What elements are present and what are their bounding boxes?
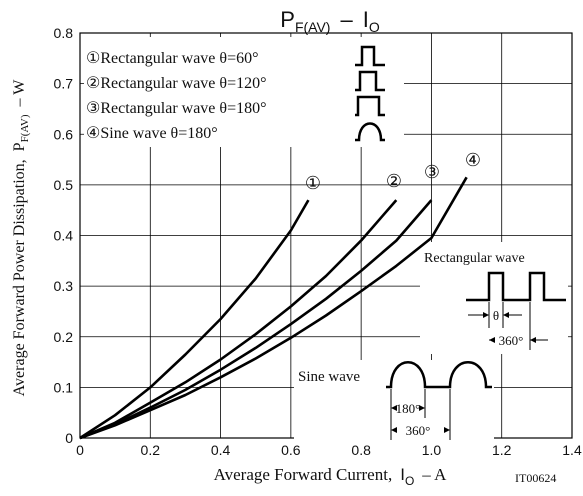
y-axis-label-p-sub: F(AV) — [19, 114, 31, 142]
legend-waveform-1 — [355, 45, 385, 67]
x-tick-label: 0.4 — [211, 442, 231, 458]
y-axis-label-unit: – W — [11, 79, 28, 108]
x-axis-label-i: I — [400, 465, 405, 484]
y-tick-label: 0.4 — [54, 228, 74, 244]
y-axis-label: Average Forward Power Dissipation, PF(AV)… — [11, 79, 31, 397]
series-line-3 — [79, 199, 433, 440]
figure-id: IT00624 — [515, 471, 556, 485]
legend-waveform-2 — [355, 70, 385, 92]
y-tick-label: 0.8 — [54, 25, 74, 41]
y-tick-labels: 0 0.1 0.2 0.3 0.4 0.5 0.6 0.7 0.8 — [54, 25, 74, 446]
series-marker-1: ① — [305, 173, 321, 193]
x-axis-label-text: Average Forward Current, — [214, 465, 393, 484]
sine-period-arrowhead-left — [391, 427, 397, 433]
x-axis-label-i-sub: O — [405, 474, 414, 488]
series-marker-4: ④ — [465, 150, 481, 170]
x-axis-label: Average Forward Current, IO – A — [214, 465, 447, 488]
y-tick-label: 0.3 — [54, 278, 74, 294]
legend-background — [84, 37, 404, 147]
y-axis-label-text: Average Forward Power Dissipation, — [11, 159, 28, 396]
y-tick-label: 0.1 — [54, 379, 74, 395]
rect-wave-shape — [466, 271, 566, 302]
legend: ①Rectangular wave θ=60° ②Rectangular wave… — [86, 45, 385, 142]
series-line-2 — [79, 199, 398, 440]
series-group: ① ② ③ ④ — [79, 150, 481, 440]
x-tick-label: 1.4 — [562, 442, 582, 458]
title-p: P — [280, 7, 295, 32]
series-marker-3: ③ — [424, 162, 440, 182]
x-axis-label-unit: – A — [421, 465, 447, 484]
x-tick-label: 1.2 — [492, 442, 512, 458]
title-dash: – — [340, 7, 353, 32]
rect-period-arrowhead-left — [489, 337, 495, 343]
sine-half-arrowhead-right — [419, 405, 425, 411]
y-tick-label: 0.6 — [54, 126, 74, 142]
rect-wave-label: Rectangular wave — [424, 251, 525, 266]
series-line-1 — [79, 199, 310, 440]
chart-title: PF(AV) – IO — [280, 7, 380, 35]
x-tick-label: 0.6 — [281, 442, 301, 458]
rect-theta-arrowhead-left — [483, 312, 489, 318]
title-i: I — [363, 7, 369, 32]
x-tick-labels: 0 0.2 0.4 0.6 0.8 1.0 1.2 1.4 — [76, 442, 582, 458]
rect-period-label: 360° — [499, 333, 524, 348]
legend-item-4: ④Sine wave θ=180° — [86, 125, 218, 142]
x-tick-label: 0.8 — [351, 442, 371, 458]
y-tick-label: 0.2 — [54, 329, 74, 345]
legend-waveform-3 — [355, 95, 385, 117]
rect-theta-arrowhead-right — [503, 312, 509, 318]
sine-half-label: 180° — [396, 401, 421, 416]
legend-item-1: ①Rectangular wave θ=60° — [86, 50, 258, 67]
rect-period-arrowhead-right — [530, 337, 536, 343]
rect-theta-label: θ — [493, 308, 499, 323]
y-axis-label-p: P — [11, 142, 28, 151]
series-line-4 — [79, 176, 468, 440]
sine-wave-label: Sine wave — [298, 369, 360, 385]
sine-period-label: 360° — [406, 423, 431, 438]
y-tick-label: 0.7 — [54, 76, 74, 92]
x-tick-label: 0.2 — [141, 442, 161, 458]
x-tick-label: 0 — [76, 442, 84, 458]
series-marker-2: ② — [386, 171, 402, 191]
title-i-sub: O — [369, 19, 380, 35]
x-tick-label: 1.0 — [422, 442, 442, 458]
legend-item-2: ②Rectangular wave θ=120° — [86, 75, 266, 92]
title-p-sub: F(AV) — [295, 19, 331, 35]
y-tick-label: 0 — [65, 430, 73, 446]
y-tick-label: 0.5 — [54, 177, 74, 193]
plot-area: 0 0.2 0.4 0.6 0.8 1.0 1.2 1.4 00.10.20.30.40.50… — [54, 25, 582, 458]
legend-waveform-4 — [355, 122, 385, 142]
sine-wave-shape — [386, 361, 492, 389]
sine-period-arrowhead-right — [444, 427, 450, 433]
legend-item-3: ③Rectangular wave θ=180° — [86, 100, 266, 117]
sine-half-arrowhead-left — [391, 405, 397, 411]
